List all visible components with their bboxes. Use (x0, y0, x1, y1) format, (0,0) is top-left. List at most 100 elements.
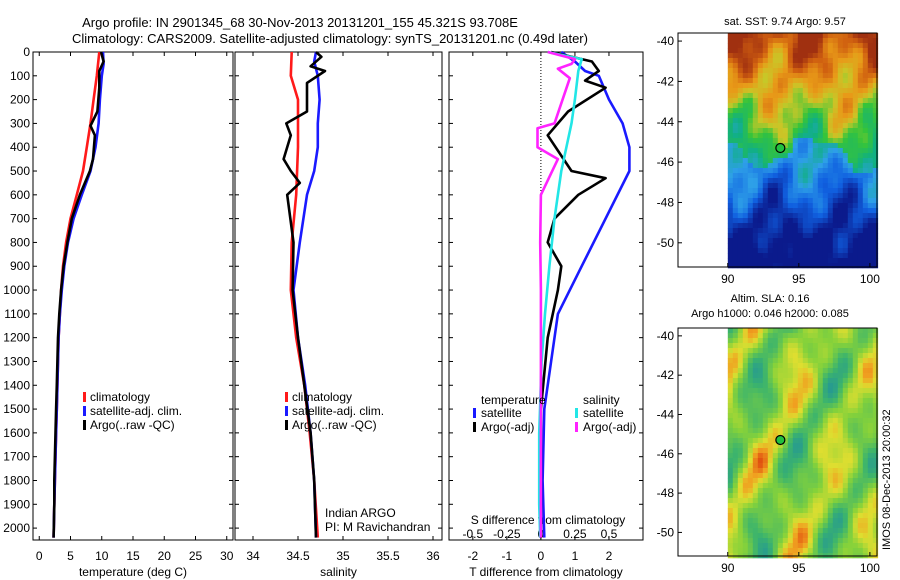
legend-swatch (83, 392, 86, 402)
x-tick-label: 90 (721, 272, 735, 286)
x-tick-label: -1 (502, 549, 513, 563)
y-tick-label: -50 (657, 525, 675, 539)
y-tick-label: 1400 (3, 378, 30, 392)
panel-difference: -2 -1 0 1 2 T difference from climatology S di… (448, 50, 644, 579)
x-tick-label: 5 (67, 549, 74, 563)
y-tick-label: 1900 (3, 497, 30, 511)
legend-title-temperature: temperature (481, 393, 546, 407)
x-tick-label: 35.5 (376, 549, 400, 563)
y-tick-label: -46 (657, 155, 675, 169)
x-tick-label: 10 (95, 549, 109, 563)
y-tick-label: 700 (10, 212, 30, 226)
panel-salinity: 34 34.5 35 35.5 36 salinity climatologysatelli… (234, 51, 443, 579)
y-tick-label: 300 (10, 116, 30, 130)
x-tick-label: -2 (467, 549, 478, 563)
y-tick-label: 1200 (3, 331, 30, 345)
map-field (727, 328, 879, 559)
legend-label: Argo(..raw -QC) (90, 418, 175, 432)
x-tick-label: 25 (189, 549, 203, 563)
imos-credit: IMOS 08-Dec-2013 20:00:32 (881, 409, 893, 550)
series-line-sal_satellite (537, 50, 584, 538)
plot-frame (234, 51, 443, 541)
y-tick-label: -40 (657, 34, 675, 48)
legend-label: satellite (481, 406, 522, 420)
y-tick-label: 1700 (3, 450, 30, 464)
y-tick-label: -44 (657, 115, 675, 129)
y-tick-label: -48 (657, 195, 675, 209)
x-tick-label-salinity: 0.5 (601, 527, 618, 541)
legend-title-salinity: salinity (583, 393, 620, 407)
map-title: sat. SST: 9.74 Argo: 9.57 (724, 16, 846, 28)
map-title-line2: Argo h1000: 0.046 h2000: 0.085 (691, 308, 849, 320)
x-tick-label-salinity: 0.25 (563, 527, 587, 541)
y-tick-label: 1100 (4, 307, 30, 321)
y-tick-label: 100 (10, 69, 30, 83)
y-tick-label: 1800 (3, 473, 30, 487)
y-tick-label: -50 (657, 236, 675, 250)
x-axis-label: T difference from climatology (469, 565, 623, 579)
y-tick-label: 600 (10, 188, 30, 202)
legend-swatch (285, 392, 288, 402)
y-tick-label: -42 (657, 368, 675, 382)
legend-label: satellite-adj. clim. (292, 404, 384, 418)
y-tick-label: 1000 (3, 283, 30, 297)
annotation-pi: PI: M Ravichandran (325, 520, 430, 534)
legend-label: Argo(-adj) (583, 420, 636, 434)
x-tick-label-salinity: -0.25 (493, 527, 521, 541)
annotation-program: Indian ARGO (325, 506, 396, 520)
imos-credit-box: IMOS 08-Dec-2013 20:00:32 (878, 345, 894, 550)
argo-position-marker (775, 434, 786, 446)
y-tick-label: 200 (10, 93, 30, 107)
x-axis-label: temperature (deg C) (79, 565, 187, 579)
series-line-temp_argo (539, 50, 607, 538)
y-tick-label: -42 (657, 74, 675, 88)
x-tick-label: 90 (721, 561, 735, 575)
legend-swatch (285, 420, 288, 430)
legend-swatch (575, 422, 578, 432)
y-tick-label: 0 (23, 45, 30, 59)
series-line-argo (282, 51, 327, 538)
map-title-line1: Altim. SLA: 0.16 (731, 293, 810, 305)
x-tick-label: 20 (158, 549, 172, 563)
y-tick-label: 400 (10, 140, 30, 154)
legend-label: Argo(-adj) (481, 420, 534, 434)
series-line-sal_argo (536, 50, 577, 538)
x-tick-label: 30 (220, 549, 234, 563)
y-tick-label: -44 (657, 407, 675, 421)
x-tick-label-salinity: -0.5 (462, 527, 483, 541)
x-tick-label: 95 (792, 272, 806, 286)
x-tick-label: 1 (572, 549, 579, 563)
legend-swatch (83, 420, 86, 430)
y-tick-label: 1300 (3, 354, 30, 368)
legend-label: satellite-adj. clim. (90, 404, 182, 418)
y-tick-label: 900 (10, 259, 30, 273)
x-tick-label: 34.5 (286, 549, 310, 563)
y-tick-label: -46 (657, 447, 675, 461)
x-axis-label: salinity (320, 565, 357, 579)
panel-temperature: 0100200300400500600700800900100011001200… (3, 45, 233, 579)
legend-swatch (473, 422, 476, 432)
map-field (727, 33, 879, 269)
legend-swatch (285, 406, 288, 416)
map-border (677, 327, 878, 557)
x-tick-label: 100 (860, 272, 880, 286)
legend-swatch (575, 408, 578, 418)
x-tick-label: 35 (336, 549, 350, 563)
y-tick-label: -48 (657, 486, 675, 500)
y-tick-label: 1500 (3, 402, 30, 416)
y-tick-label: 2000 (3, 521, 30, 535)
legend-label: climatology (90, 390, 150, 404)
panel-sla-map: -40 -42 -44 -46 -48 -50 90 95 100 Altim. SLA: 0.1… (657, 293, 881, 575)
x-tick-label: 15 (126, 549, 140, 563)
y-tick-label: 500 (10, 164, 30, 178)
map-border (677, 32, 878, 268)
x-tick-label: 0 (538, 549, 545, 563)
legend-label: Argo(..raw -QC) (292, 418, 377, 432)
x-tick-label: 2 (606, 549, 613, 563)
series-line-argo (52, 51, 105, 538)
x-tick-label: 95 (792, 561, 806, 575)
y-tick-label: -40 (657, 329, 675, 343)
x-tick-label: 36 (426, 549, 440, 563)
x-tick-label: 34 (246, 549, 260, 563)
